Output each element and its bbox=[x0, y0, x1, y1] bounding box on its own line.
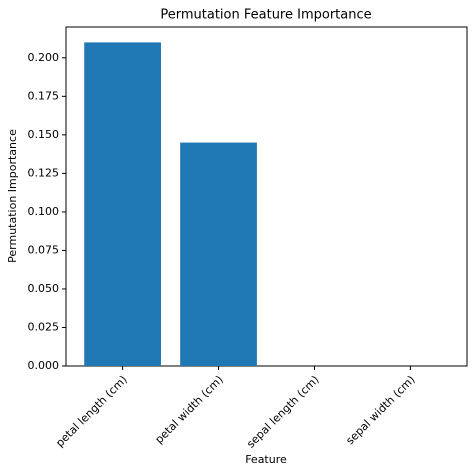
y-tick-label: 0.125 bbox=[28, 166, 60, 179]
y-tick-label: 0.050 bbox=[28, 282, 60, 295]
y-axis-label: Permutation Importance bbox=[6, 129, 19, 263]
y-tick-label: 0.025 bbox=[28, 320, 60, 333]
y-tick-label: 0.000 bbox=[28, 359, 60, 372]
bar bbox=[180, 142, 257, 366]
y-tick-label: 0.200 bbox=[28, 51, 60, 64]
y-tick-label: 0.150 bbox=[28, 128, 60, 141]
bar bbox=[84, 42, 161, 367]
x-tick-label: petal length (cm) bbox=[53, 373, 130, 450]
y-tick-label: 0.075 bbox=[28, 243, 60, 256]
x-axis-label: Feature bbox=[245, 453, 287, 466]
x-tick-label: petal width (cm) bbox=[153, 373, 226, 446]
plot-frame bbox=[65, 26, 468, 367]
x-tick-label: sepal width (cm) bbox=[343, 373, 417, 447]
y-tick-label: 0.100 bbox=[28, 205, 60, 218]
y-tick-label: 0.175 bbox=[28, 89, 60, 102]
x-tick-label: sepal length (cm) bbox=[244, 373, 322, 451]
chart-title: Permutation Feature Importance bbox=[160, 8, 371, 23]
